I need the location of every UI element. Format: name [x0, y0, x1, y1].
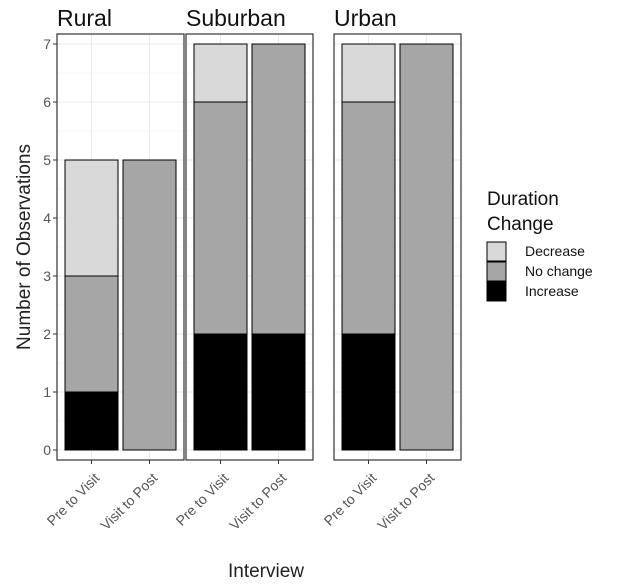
legend-key-increase — [486, 281, 507, 302]
legend: Duration Change Decrease No change Increas… — [486, 189, 593, 302]
legend-label-no-change: No change — [525, 263, 593, 279]
facet-rural: Rural — [56, 5, 185, 461]
x-axis-title: Interview — [228, 561, 304, 582]
bar-segment-suburban-visit-to-post-increase — [251, 333, 306, 451]
facet-urban: Urban — [333, 5, 462, 461]
y-tick-label: 1 — [43, 384, 51, 400]
bar-segment-suburban-pre-to-visit-no-change — [193, 101, 248, 335]
panel-border — [56, 33, 185, 461]
bar-segment-suburban-visit-to-post-no-change — [251, 43, 306, 335]
bar-segment-suburban-pre-to-visit-increase — [193, 333, 248, 451]
panel-border — [333, 33, 462, 461]
bar-segment-rural-pre-to-visit-increase — [64, 391, 119, 451]
facet-title-rural: Rural — [57, 5, 112, 31]
y-tick-label: 5 — [43, 152, 51, 168]
y-tick-label: 2 — [43, 326, 51, 342]
facet-title-suburban: Suburban — [186, 5, 286, 31]
y-tick-label: 4 — [43, 210, 51, 226]
bar-segment-urban-visit-to-post-no-change — [399, 43, 454, 451]
facet-panels: Rural Suburban Urban — [56, 5, 462, 461]
y-axis: 0 1 2 3 4 5 6 7 — [43, 36, 57, 458]
bar-segment-urban-pre-to-visit-decrease — [341, 43, 396, 103]
bar-segment-rural-pre-to-visit-decrease — [64, 159, 119, 277]
x-tick-label: Visit to Post — [226, 470, 289, 533]
legend-key-decrease — [486, 241, 507, 262]
legend-label-increase: Increase — [525, 283, 579, 299]
legend-title-line-1: Duration — [487, 189, 559, 210]
bar-segment-urban-pre-to-visit-no-change — [341, 101, 396, 335]
panel-border — [185, 33, 314, 461]
legend-label-decrease: Decrease — [525, 243, 585, 259]
legend-title-line-2: Change — [487, 214, 554, 235]
x-tick-label: Pre to Visit — [321, 470, 380, 529]
bar-segment-suburban-pre-to-visit-decrease — [193, 43, 248, 103]
x-tick-label: Visit to Post — [97, 470, 160, 533]
x-tick-label: Pre to Visit — [173, 470, 232, 529]
y-tick-label: 7 — [43, 36, 51, 52]
facet-title-urban: Urban — [334, 5, 397, 31]
bar-segment-urban-pre-to-visit-increase — [341, 333, 396, 451]
x-tick-label: Pre to Visit — [44, 470, 103, 529]
legend-key-no-change — [486, 261, 507, 282]
bar-segment-rural-visit-to-post-no-change — [122, 159, 177, 451]
y-tick-label: 3 — [43, 268, 51, 284]
bar-segment-rural-pre-to-visit-no-change — [64, 275, 119, 393]
y-axis-title: Number of Observations — [14, 144, 35, 350]
facet-suburban: Suburban — [185, 5, 314, 461]
y-tick-label: 6 — [43, 94, 51, 110]
y-tick-label: 0 — [43, 442, 51, 458]
x-tick-label: Visit to Post — [374, 470, 437, 533]
